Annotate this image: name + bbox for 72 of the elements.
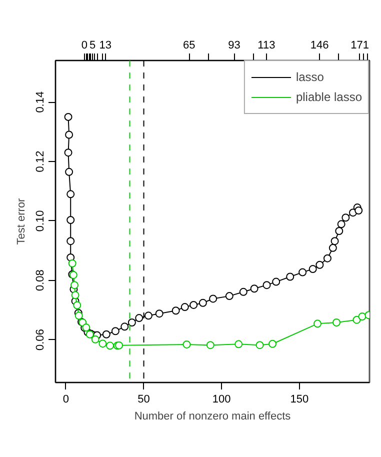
point	[323, 254, 332, 262]
point	[337, 220, 346, 228]
point	[316, 260, 324, 269]
x2-tick-label: 171	[350, 40, 370, 52]
point	[354, 206, 363, 214]
point	[250, 284, 258, 293]
point	[91, 335, 100, 344]
point	[298, 268, 307, 276]
point	[335, 227, 344, 235]
point	[308, 265, 317, 274]
point	[358, 312, 366, 321]
point	[102, 330, 110, 338]
x-tick-label: 0	[62, 394, 69, 406]
point	[65, 168, 74, 176]
point	[73, 301, 82, 310]
point	[65, 130, 74, 139]
x-tick-label: 100	[212, 394, 231, 406]
y-tick-label: 0.12	[34, 150, 46, 172]
point	[128, 318, 136, 326]
point	[225, 292, 234, 300]
y-tick-label: 0.10	[34, 210, 46, 232]
point	[198, 298, 207, 307]
point	[172, 306, 180, 315]
point	[64, 148, 72, 157]
point	[332, 318, 340, 326]
point	[330, 237, 339, 246]
point	[68, 259, 76, 268]
point	[120, 322, 129, 331]
point	[182, 340, 191, 348]
point	[71, 291, 80, 300]
point	[74, 312, 83, 320]
point	[144, 312, 152, 320]
point	[111, 327, 120, 336]
point	[234, 340, 243, 348]
point	[70, 281, 78, 290]
point	[180, 303, 189, 312]
point	[268, 340, 277, 348]
point	[106, 342, 114, 350]
legend-label: pliable lasso	[296, 90, 362, 104]
point	[239, 288, 248, 296]
legend-label: lasso	[296, 70, 324, 84]
x-tick-label: 50	[138, 394, 150, 406]
y-tick-label: 0.06	[34, 329, 46, 350]
point	[190, 300, 198, 309]
point	[328, 244, 337, 252]
y-tick-label: 0.14	[34, 91, 46, 113]
y-tick-label: 0.08	[34, 270, 46, 292]
x2-tick-label: 65	[183, 40, 196, 52]
y-axis-title: Test error	[16, 198, 28, 245]
point	[286, 272, 294, 281]
point	[209, 294, 218, 303]
x2-tick-label: 113	[258, 40, 276, 52]
x2-tick-label: 13	[99, 40, 112, 52]
x2-tick-label: 5	[89, 40, 96, 52]
x2-tick-label: 0	[81, 40, 88, 52]
point	[256, 341, 264, 350]
point	[98, 340, 107, 348]
x-tick-label: 150	[290, 394, 309, 406]
x2-tick-label: 146	[310, 40, 329, 52]
point	[342, 214, 350, 222]
point	[64, 112, 72, 121]
point	[66, 237, 75, 246]
x-axis-title: Number of nonzero main effects	[134, 410, 292, 422]
x2-tick-label: 93	[228, 40, 240, 52]
point	[66, 190, 75, 198]
point	[272, 278, 280, 286]
point	[66, 216, 75, 224]
point	[314, 320, 322, 328]
point	[206, 341, 214, 350]
point	[262, 281, 271, 290]
point	[135, 314, 144, 322]
point	[155, 310, 164, 318]
